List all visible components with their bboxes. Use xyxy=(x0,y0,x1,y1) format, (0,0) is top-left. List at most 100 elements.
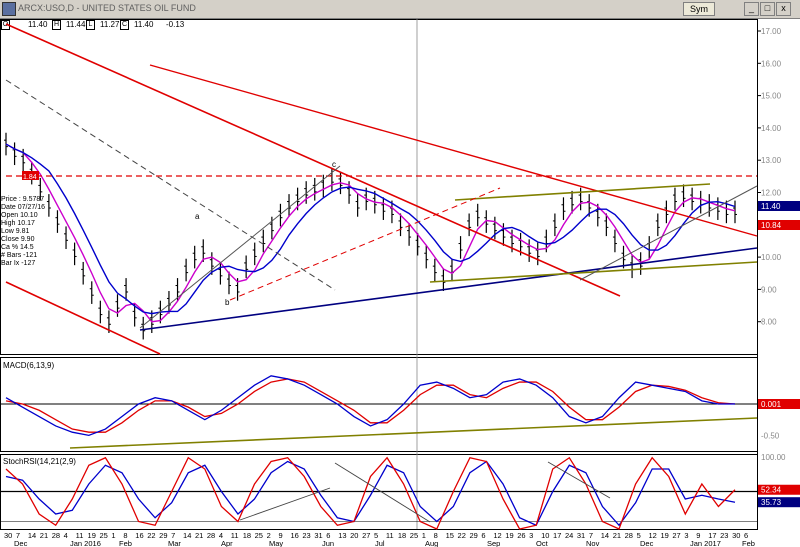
price-tick-label: 10.00 xyxy=(761,253,782,262)
x-tick-label: 26 xyxy=(517,531,525,540)
x-tick-label: 5 xyxy=(637,531,641,540)
x-tick-label: 8 xyxy=(434,531,438,540)
ma-fast-line xyxy=(5,143,736,323)
close-tag: C xyxy=(120,20,129,30)
x-tick-label: 21 xyxy=(195,531,203,540)
price-tick-label: 11.00 xyxy=(761,221,781,230)
x-tick-label: 23 xyxy=(302,531,310,540)
price-tick-label: 17.00 xyxy=(761,27,782,36)
close-icon[interactable]: x xyxy=(776,2,791,16)
stoch-panel-frame xyxy=(0,454,758,530)
x-tick-label: 22 xyxy=(458,531,466,540)
x-tick-label: 16 xyxy=(290,531,298,540)
x-tick-label: 6 xyxy=(326,531,330,540)
info-line: Close 9.90 xyxy=(1,236,35,243)
annotation-b: b xyxy=(225,298,230,307)
annotation-c: c xyxy=(332,160,336,169)
x-tick-label: 18 xyxy=(243,531,251,540)
x-month-label: Dec xyxy=(640,539,654,547)
window-title: ARCX:USO,D - UNITED STATES OIL FUND xyxy=(18,3,196,13)
macd-line xyxy=(5,375,736,437)
x-tick-label: 3 xyxy=(684,531,688,540)
x-tick-label: 16 xyxy=(135,531,143,540)
info-line: Ca % 14.5 xyxy=(1,244,34,251)
open-value: 11.40 xyxy=(28,20,48,29)
x-tick-label: 17 xyxy=(708,531,716,540)
red-dashed-uptrend xyxy=(229,187,501,301)
x-month-label: Sep xyxy=(487,539,500,547)
x-month-label: Dec xyxy=(14,539,28,547)
price-panel-frame xyxy=(0,19,758,355)
stoch-trend-line xyxy=(547,461,611,499)
macd-title: MACD(6,13,9) xyxy=(3,361,54,370)
x-tick-label: 29 xyxy=(469,531,477,540)
info-line: Bar Ix -127 xyxy=(1,260,36,267)
x-month-label: Aug xyxy=(425,539,438,547)
gray-uptrend-line-2 xyxy=(579,185,758,281)
red-level-tag xyxy=(22,171,39,180)
close-value: 11.40 xyxy=(134,20,154,29)
x-month-label: Feb xyxy=(119,539,132,547)
x-tick-label: 30 xyxy=(732,531,740,540)
stoch-slow-label: 35.73 xyxy=(761,498,782,507)
stoch-fast-tag xyxy=(758,484,800,495)
macd-signal-line xyxy=(5,378,736,433)
navy-uptrend-line xyxy=(139,247,758,331)
minimize-icon[interactable]: _ xyxy=(744,2,759,16)
x-tick-label: 9 xyxy=(279,531,283,540)
stoch-fast-label: 52.34 xyxy=(761,486,782,495)
x-month-label: Jan 2016 xyxy=(70,539,101,547)
x-tick-label: 19 xyxy=(505,531,513,540)
annotation-a: a xyxy=(195,212,200,221)
x-month-label: Oct xyxy=(536,539,549,547)
x-tick-label: 5 xyxy=(374,531,378,540)
x-tick-label: 7 xyxy=(16,531,20,540)
x-tick-label: 19 xyxy=(660,531,668,540)
maximize-icon[interactable]: □ xyxy=(760,2,775,16)
x-tick-label: 27 xyxy=(362,531,370,540)
x-tick-label: 7 xyxy=(171,531,175,540)
price-tick-label: 13.00 xyxy=(761,156,782,165)
x-tick-label: 30 xyxy=(4,531,12,540)
stoch-trend-line xyxy=(334,462,431,523)
x-month-label: Jun xyxy=(322,539,334,547)
red-channel-line xyxy=(5,281,161,355)
x-tick-label: 25 xyxy=(255,531,263,540)
x-tick-label: 31 xyxy=(314,531,322,540)
red-downtrend-line-2 xyxy=(149,64,758,237)
info-line: Open 10.10 xyxy=(1,212,38,219)
red-line-price-tag xyxy=(758,220,800,230)
info-line: Price : 9.5787 xyxy=(1,196,45,203)
x-tick-label: 4 xyxy=(219,531,223,540)
x-tick-label: 14 xyxy=(601,531,609,540)
symbol-button[interactable]: Sym xyxy=(683,2,715,16)
x-tick-label: 21 xyxy=(40,531,48,540)
info-line: High 10.17 xyxy=(1,220,35,227)
x-month-label: Apr xyxy=(221,539,233,547)
macd-value-tag xyxy=(758,399,800,409)
x-tick-label: 25 xyxy=(99,531,107,540)
x-month-label: Nov xyxy=(586,539,600,547)
cursor-info-box: Price : 9.5787 Date 07/27/16 Open 10.10 … xyxy=(1,196,67,276)
x-tick-label: 13 xyxy=(338,531,346,540)
x-tick-label: 11 xyxy=(386,531,394,540)
quote-bar: O 11.40 H 11.44 L 11.27 C 11.40 -0.13 xyxy=(0,19,190,30)
x-tick-label: 18 xyxy=(398,531,406,540)
app-icon[interactable] xyxy=(2,2,16,16)
x-month-label: Feb xyxy=(742,539,755,547)
x-month-label: Mar xyxy=(168,539,181,547)
ma-slow-line xyxy=(5,143,736,315)
x-tick-label: 28 xyxy=(625,531,633,540)
price-tick-label: 15.00 xyxy=(761,92,782,101)
macd-value-label: 0.001 xyxy=(761,400,782,409)
title-bar: ARCX:USO,D - UNITED STATES OIL FUND Sym … xyxy=(0,0,800,19)
x-tick-label: 22 xyxy=(147,531,155,540)
stoch-title: StochRSI(14,21(2,9) xyxy=(3,457,76,466)
x-tick-label: 1 xyxy=(111,531,115,540)
x-tick-label: 6 xyxy=(744,531,748,540)
x-tick-label: 14 xyxy=(183,531,191,540)
price-tick-label: 9.00 xyxy=(761,285,777,294)
x-tick-label: 27 xyxy=(672,531,680,540)
info-line: Low 9.81 xyxy=(1,228,30,235)
